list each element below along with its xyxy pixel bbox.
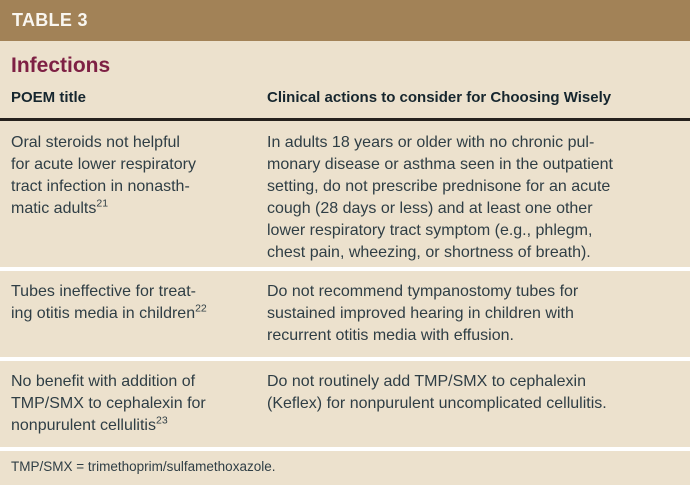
clinical-action-cell: In adults 18 years or older with no chro… bbox=[267, 134, 613, 261]
row-divider bbox=[0, 447, 690, 451]
table-row: No benefit with addition of TMP/SMX to c… bbox=[0, 361, 690, 447]
column-header-poem-title: POEM title bbox=[11, 89, 87, 106]
header-rule bbox=[0, 118, 690, 121]
table-row: Tubes ineffective for treat- ing otitis … bbox=[0, 271, 690, 357]
column-header-clinical-actions: Clinical actions to consider for Choosin… bbox=[267, 89, 612, 106]
poem-title-text: No benefit with addition of TMP/SMX to c… bbox=[11, 373, 206, 434]
footnote: TMP/SMX = trimethoprim/sulfamethoxazole. bbox=[11, 459, 276, 474]
poem-title-text: Oral steroids not helpful for acute lowe… bbox=[11, 134, 196, 217]
table-tag-label: TABLE 3 bbox=[12, 10, 88, 30]
reference-superscript: 22 bbox=[195, 302, 207, 315]
table-tag-band: TABLE 3 bbox=[0, 0, 690, 41]
section-title: Infections bbox=[11, 54, 111, 77]
poem-title-cell: Tubes ineffective for treat- ing otitis … bbox=[11, 281, 267, 347]
row-divider bbox=[0, 357, 690, 361]
poem-title-cell: Oral steroids not helpful for acute lowe… bbox=[11, 132, 267, 264]
column-header-row: POEM title Clinical actions to consider … bbox=[0, 89, 690, 107]
reference-superscript: 21 bbox=[96, 197, 109, 210]
clinical-action-cell: Do not routinely add TMP/SMX to cephalex… bbox=[267, 373, 607, 412]
poem-title-text: Tubes ineffective for treat- ing otitis … bbox=[11, 283, 196, 322]
clinical-action-cell: Do not recommend tympanostomy tubes for … bbox=[267, 283, 579, 344]
reference-superscript: 23 bbox=[155, 414, 168, 427]
poem-title-cell: No benefit with addition of TMP/SMX to c… bbox=[11, 371, 267, 437]
row-divider bbox=[0, 267, 690, 271]
table-row: Oral steroids not helpful for acute lowe… bbox=[0, 121, 690, 267]
